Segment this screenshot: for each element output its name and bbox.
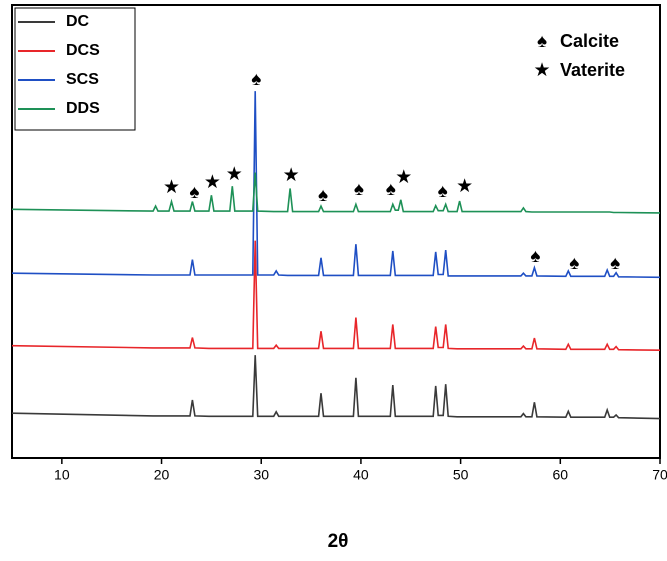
phase-marker: ★ (204, 172, 221, 193)
series-line (11, 172, 661, 214)
legend-label: DCS (66, 42, 100, 59)
phase-marker: ★ (395, 167, 412, 188)
phase-marker: ♠ (438, 181, 448, 202)
phase-marker: ★ (456, 176, 473, 197)
x-tick-label: 70 (652, 467, 667, 483)
phase-marker: ♠ (354, 179, 364, 200)
x-tick-label: 60 (553, 467, 569, 483)
series-line (11, 240, 661, 351)
x-tick-label: 20 (154, 467, 170, 483)
plot-frame (11, 4, 661, 459)
phase-marker: ♠ (189, 182, 199, 203)
x-tick-label: 40 (353, 467, 369, 483)
x-tick-label: 50 (453, 467, 469, 483)
legend-label: DDS (66, 100, 100, 117)
legend-box (14, 7, 136, 131)
x-tick-label: 30 (253, 467, 269, 483)
phase-marker: ♠ (251, 69, 261, 90)
phase-legend-symbol: ★ (533, 60, 550, 81)
series-line (11, 91, 661, 279)
series-line (11, 355, 661, 420)
x-tick-label: 10 (54, 467, 70, 483)
phase-marker: ♠ (386, 179, 396, 200)
phase-marker: ♠ (530, 246, 540, 267)
phase-marker: ♠ (569, 253, 579, 274)
phase-marker: ★ (226, 164, 243, 185)
x-axis-label: 2θ (328, 531, 349, 552)
phase-marker: ★ (283, 165, 300, 186)
phase-legend-label: Calcite (560, 31, 619, 51)
phase-marker: ♠ (610, 253, 620, 274)
phase-marker: ♠ (318, 185, 328, 206)
phase-marker: ★ (163, 177, 180, 198)
phase-legend-symbol: ♠ (537, 31, 547, 52)
phase-legend-label: Vaterite (560, 60, 625, 80)
legend-label: DC (66, 13, 90, 30)
legend-label: SCS (66, 71, 99, 88)
